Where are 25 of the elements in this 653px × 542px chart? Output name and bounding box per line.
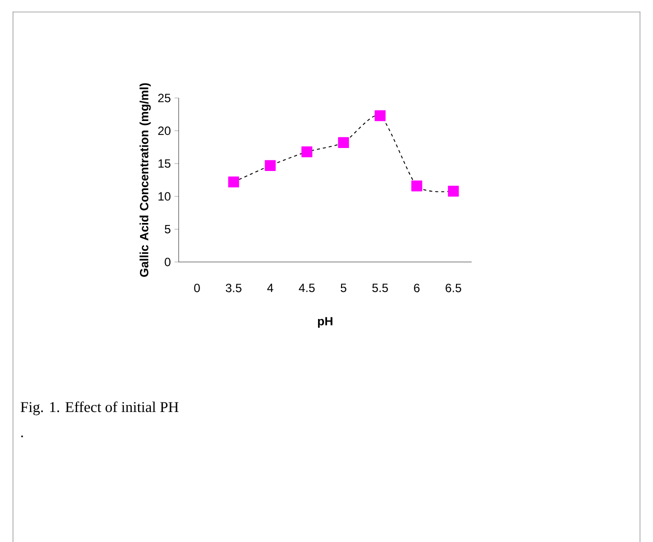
x-axis-title: pH [318, 317, 332, 328]
point [228, 176, 240, 188]
x-tick-label: 0 [194, 284, 200, 292]
x-tick-label: 5 [340, 284, 346, 292]
text: . [21, 435, 23, 438]
y-axis-title: Gallic Acid Concentration (mg/ml) [140, 83, 151, 277]
x-tick-label: 4 [267, 284, 274, 292]
point [448, 186, 459, 197]
x-tick-label: 4.5 [298, 284, 315, 292]
x-tick-label: 3.5 [226, 284, 242, 292]
x-tick-label: 5.5 [372, 284, 388, 292]
caption: Fig. 1. Effect of initial PH [20, 401, 178, 416]
y-tick-label: 20 [158, 126, 170, 136]
point [411, 180, 422, 192]
y-tick-label: 10 [158, 192, 170, 201]
point [264, 160, 276, 172]
point [338, 137, 349, 148]
point [374, 110, 386, 122]
y-tick-label: 5 [164, 225, 170, 234]
x-tick-label: 6.5 [446, 284, 462, 292]
y-tick-label: 0 [164, 258, 170, 266]
x-tick-label: 6 [414, 284, 420, 292]
y-tick-label: 25 [158, 94, 170, 102]
y-tick-label: 15 [158, 159, 170, 168]
point [301, 146, 312, 158]
